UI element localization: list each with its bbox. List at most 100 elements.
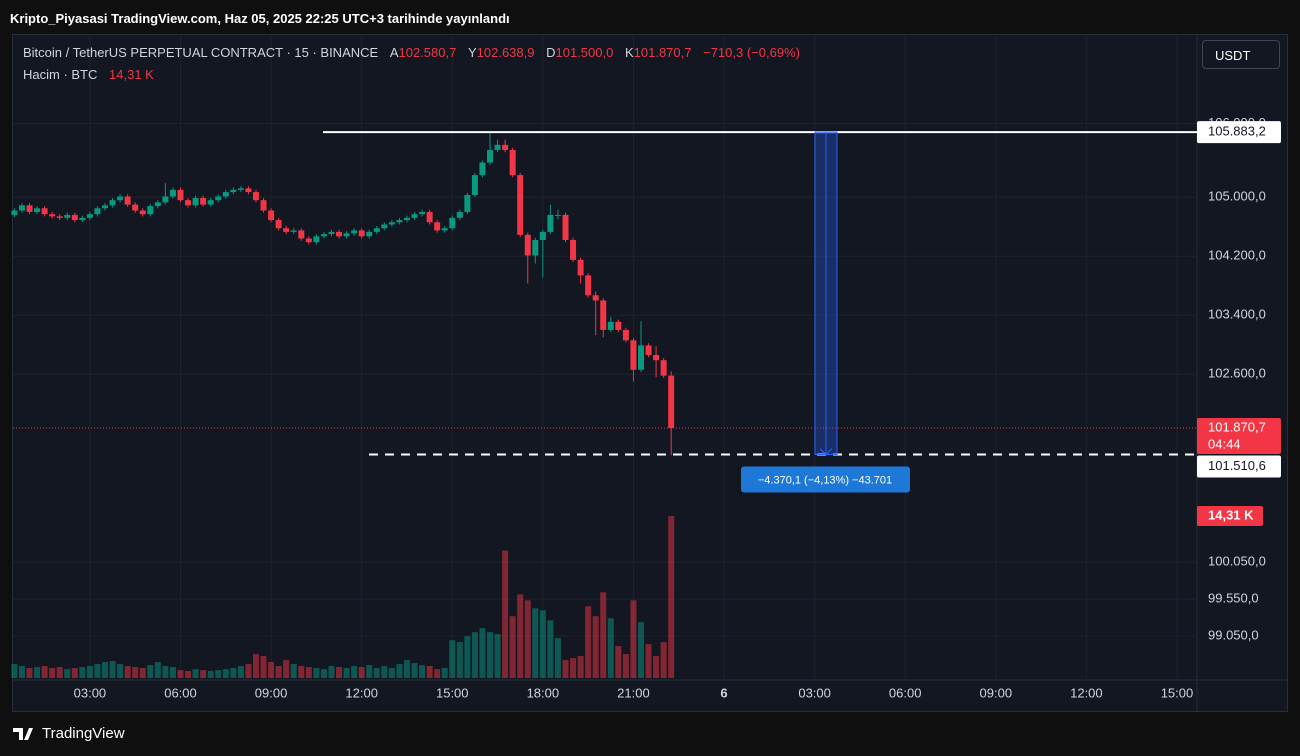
- volume-bar: [351, 666, 358, 678]
- candle-body: [117, 196, 124, 201]
- candle-body: [524, 234, 531, 256]
- x-tick-label: 09:00: [980, 685, 1013, 700]
- symbol-legend: Bitcoin / TetherUS PERPETUAL CONTRACT · …: [23, 45, 800, 60]
- candle-body: [26, 205, 33, 212]
- candle-body: [419, 211, 426, 215]
- volume-bar: [290, 664, 297, 678]
- volume-bar: [630, 600, 637, 678]
- volume-bar: [154, 662, 161, 678]
- volume-bar: [434, 669, 441, 678]
- ohlc-value: 101.870,7: [633, 45, 692, 60]
- volume-bar: [607, 618, 614, 678]
- volume-bar: [403, 660, 410, 678]
- x-tick-label: 03:00: [798, 685, 831, 700]
- candle-body: [645, 345, 652, 356]
- x-tick-label: 06:00: [164, 685, 197, 700]
- x-tick-label: 12:00: [1070, 685, 1103, 700]
- candle-body: [192, 197, 199, 206]
- volume-bar: [162, 666, 169, 678]
- candle-body: [660, 360, 667, 376]
- volume-pane: [11, 516, 675, 678]
- candle-body: [517, 175, 524, 235]
- candle-body: [607, 321, 614, 330]
- measure-arrow-head: [819, 448, 833, 456]
- candle-body: [124, 196, 131, 205]
- candle-body: [668, 375, 675, 428]
- currency-button[interactable]: USDT: [1202, 40, 1280, 69]
- candle-body: [207, 200, 214, 205]
- volume-bar: [26, 668, 33, 678]
- axes: 03:00 06:00 09:00 12:00 15:00 18:00 21:00 6 03:0…: [74, 115, 1266, 701]
- volume-bar: [102, 662, 109, 678]
- candle-body: [403, 217, 410, 221]
- volume-bar: [343, 668, 350, 678]
- volume-bar: [41, 666, 48, 678]
- volume-bar: [464, 636, 471, 678]
- volume-bar: [449, 640, 456, 678]
- volume-name: Hacim · BTC: [23, 67, 98, 82]
- volume-bar: [11, 664, 18, 678]
- candle-body: [502, 144, 509, 151]
- candle-body: [358, 230, 365, 237]
- volume-bar: [328, 666, 335, 678]
- candle-body: [456, 211, 463, 218]
- candle-body: [539, 231, 546, 240]
- x-tick-label: 12:00: [345, 685, 378, 700]
- candle-body: [237, 188, 244, 190]
- candle-body: [464, 195, 471, 212]
- volume-bar: [524, 600, 531, 678]
- candle-body: [585, 275, 592, 296]
- candle-body: [132, 204, 139, 211]
- candle-body: [260, 200, 267, 211]
- y-tick-label: 103.400,0: [1208, 307, 1266, 322]
- volume-bar: [554, 638, 561, 678]
- last-price-tag-box: [1197, 417, 1281, 454]
- x-tick-label: 03:00: [74, 685, 107, 700]
- candle-body: [592, 295, 599, 301]
- candle-body: [554, 214, 561, 216]
- candle-body: [532, 239, 539, 256]
- candle-body: [471, 175, 478, 196]
- volume-bar: [637, 622, 644, 678]
- ohlc-value: 102.580,7: [398, 45, 457, 60]
- x-tick-label: 15:00: [436, 685, 469, 700]
- candle-body: [426, 211, 433, 223]
- candle-body: [177, 189, 184, 201]
- candle-body: [230, 189, 237, 193]
- candle-body: [11, 210, 18, 215]
- candle-body: [18, 205, 25, 211]
- measure-label: −4.370,1 (−4,13%) −43.701: [758, 474, 892, 486]
- candle-body: [449, 217, 456, 229]
- volume-bar: [313, 668, 320, 678]
- x-tick-label: 06:00: [889, 685, 922, 700]
- volume-bar: [147, 665, 154, 678]
- candle-body: [570, 239, 577, 260]
- volume-bar: [366, 665, 373, 678]
- ohlc-key: K: [624, 45, 634, 60]
- volume-bar: [645, 644, 652, 678]
- volume-bar: [502, 550, 509, 678]
- x-tick-label: 6: [720, 685, 727, 700]
- symbol: Bitcoin / TetherUS PERPETUAL CONTRACT · …: [23, 45, 379, 60]
- volume-bar: [18, 666, 25, 678]
- volume-bar: [471, 632, 478, 678]
- candle-body: [86, 214, 93, 218]
- volume-bar: [426, 666, 433, 678]
- x-tick-label: 18:00: [527, 685, 560, 700]
- volume-bar: [600, 592, 607, 678]
- y-tick-label: 104.200,0: [1208, 248, 1266, 263]
- candle-body: [245, 188, 252, 193]
- last-price-tag: 101.870,7: [1208, 419, 1266, 434]
- y-tick-label: 105.000,0: [1208, 189, 1266, 204]
- volume-bar: [396, 664, 403, 678]
- candle-body: [41, 208, 48, 215]
- candle-body: [494, 144, 501, 151]
- volume-bar: [49, 668, 56, 678]
- candle-body: [509, 150, 516, 176]
- volume-tag: 14,31 K: [1208, 507, 1254, 522]
- candle-body: [147, 206, 154, 215]
- volume-bar: [411, 663, 418, 678]
- candle-body: [328, 231, 335, 235]
- candle-body: [71, 214, 78, 221]
- candle-body: [366, 231, 373, 237]
